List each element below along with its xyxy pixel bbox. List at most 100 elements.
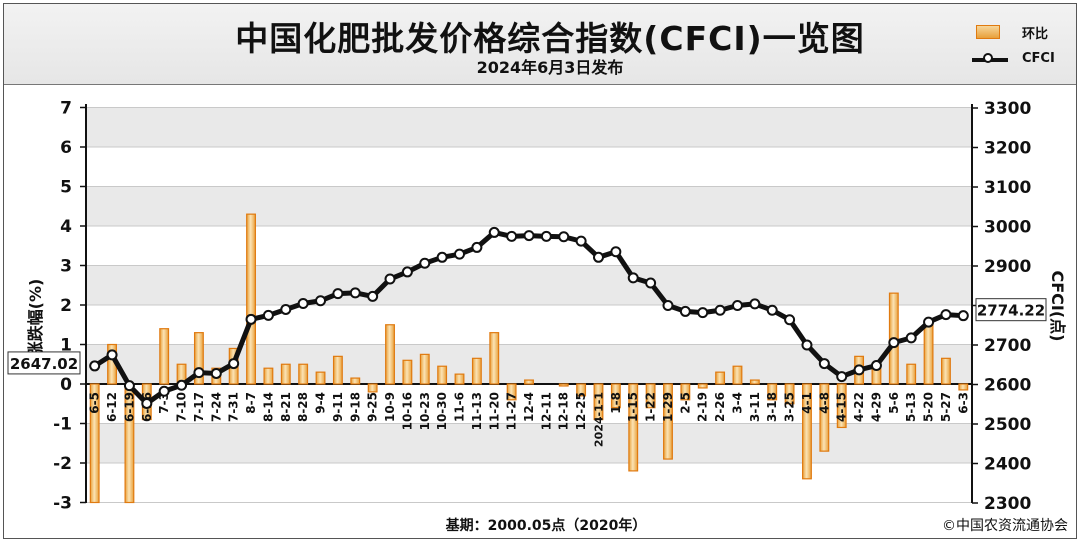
x-tick-label: 6-12	[105, 392, 119, 422]
x-tick-label: 11-27	[505, 392, 519, 430]
x-tick-label: 5-20	[922, 392, 936, 422]
bar-4-1	[802, 383, 812, 480]
x-tick-label: 4-15	[835, 392, 849, 422]
bar-11-20	[489, 332, 500, 385]
grid-band	[86, 265, 972, 305]
right-tick-label: 3000	[984, 218, 1031, 238]
x-tick-label: 4-1	[800, 392, 814, 414]
bar-10-9	[385, 324, 395, 385]
bar-8-28	[298, 363, 309, 385]
x-tick-label: 1-29	[661, 392, 675, 422]
cfci-point	[210, 367, 222, 379]
x-tick-label: 3-11	[748, 392, 762, 422]
cfci-point	[349, 287, 361, 299]
cfci-point	[419, 257, 431, 269]
left-tick-label: 5	[60, 178, 72, 198]
cfci-point	[645, 277, 657, 289]
cfci-point	[193, 367, 205, 379]
x-tick-label: 4-29	[869, 392, 883, 422]
cfci-point	[749, 298, 761, 310]
cfci-point	[957, 310, 969, 322]
bar-1-22	[645, 383, 656, 409]
left-tick-label: 7	[60, 99, 72, 119]
cfci-point	[471, 241, 483, 253]
first-value-callout-box	[7, 351, 81, 375]
bar-3-18	[767, 383, 778, 401]
bar-5-20	[923, 320, 934, 385]
bar-9-25	[367, 383, 378, 393]
left-tick-label: 3	[60, 257, 72, 277]
right-tick-label: 2400	[984, 455, 1031, 475]
bar-8-7	[246, 213, 256, 385]
x-tick-label: 7-3	[157, 392, 171, 414]
left-tick-label: 6	[60, 138, 72, 158]
grid-band	[86, 423, 972, 463]
bar-1-15	[628, 383, 639, 472]
cfci-point	[923, 316, 935, 328]
bar-8-21	[280, 363, 291, 385]
left-tick-label: 0	[60, 375, 72, 395]
left-tick-label: -2	[53, 454, 72, 474]
grid-band	[86, 147, 972, 187]
right-tick-label: 3100	[984, 178, 1031, 198]
grid-band	[86, 463, 972, 503]
cfci-point	[262, 309, 274, 321]
bar-7-3	[159, 328, 170, 385]
cfci-point	[123, 380, 135, 392]
x-tick-label: 7-31	[227, 392, 241, 422]
cfci-point	[384, 273, 396, 285]
x-tick-label: 10-9	[383, 392, 397, 422]
cfci-point	[905, 332, 917, 344]
cfci-point	[662, 300, 674, 311]
x-tick-label: 7-10	[175, 392, 189, 422]
x-tick-label: 3-25	[783, 392, 797, 422]
cfci-point	[679, 305, 691, 317]
cfci-point	[280, 303, 292, 315]
legend-line-marker	[983, 53, 993, 63]
bar-12-25	[576, 383, 587, 397]
x-tick-label: 9-4	[314, 392, 328, 414]
grid-band	[86, 107, 972, 147]
cfci-point	[818, 358, 830, 370]
grid-band	[86, 305, 972, 345]
legend-bar-swatch	[976, 25, 1000, 39]
cfci-point	[575, 235, 587, 247]
left-tick-label: -3	[53, 494, 72, 514]
left-tick-label: -1	[53, 415, 72, 435]
x-tick-label: 12-25	[574, 392, 588, 430]
x-tick-label: 10-23	[418, 392, 432, 430]
bar-8-14	[263, 367, 274, 385]
x-tick-label: 7-17	[192, 392, 206, 422]
x-tick-label: 1-22	[644, 392, 658, 422]
cfci-point	[697, 307, 709, 319]
bar-2-5	[680, 383, 691, 401]
legend-bar-label: 环比	[1022, 27, 1049, 42]
cfci-point	[297, 298, 309, 310]
bar-3-25	[784, 383, 795, 405]
grid-band	[86, 186, 972, 226]
right-axis-title: CFCI(点)	[1048, 271, 1067, 342]
x-tick-label: 5-13	[904, 392, 918, 422]
left-axis-title: 涨跌幅(%)	[26, 279, 45, 358]
bar-3-11	[749, 379, 760, 385]
x-tick-label: 12-18	[557, 392, 571, 430]
legend: 环比 CFCI	[972, 22, 1072, 78]
bar-10-30	[437, 365, 448, 385]
right-tick-label: 2500	[984, 415, 1031, 435]
x-tick-label: 2024-1-1	[592, 392, 605, 447]
bar-12-18	[558, 383, 569, 387]
x-tick-label: 5-27	[939, 392, 953, 422]
last-value-callout-box	[975, 298, 1047, 322]
cfci-point	[228, 358, 240, 370]
cfci-point	[401, 266, 413, 278]
cfci-point	[488, 226, 500, 238]
right-tick-label: 3200	[984, 139, 1031, 159]
x-tick-label: 6-3	[956, 392, 970, 414]
cfci-point	[245, 313, 257, 325]
cfci-point	[714, 304, 726, 316]
x-tick-label: 3-18	[765, 392, 779, 422]
right-tick-label: 2300	[984, 494, 1031, 514]
cfci-point	[627, 272, 639, 284]
bar-11-6	[454, 373, 465, 385]
